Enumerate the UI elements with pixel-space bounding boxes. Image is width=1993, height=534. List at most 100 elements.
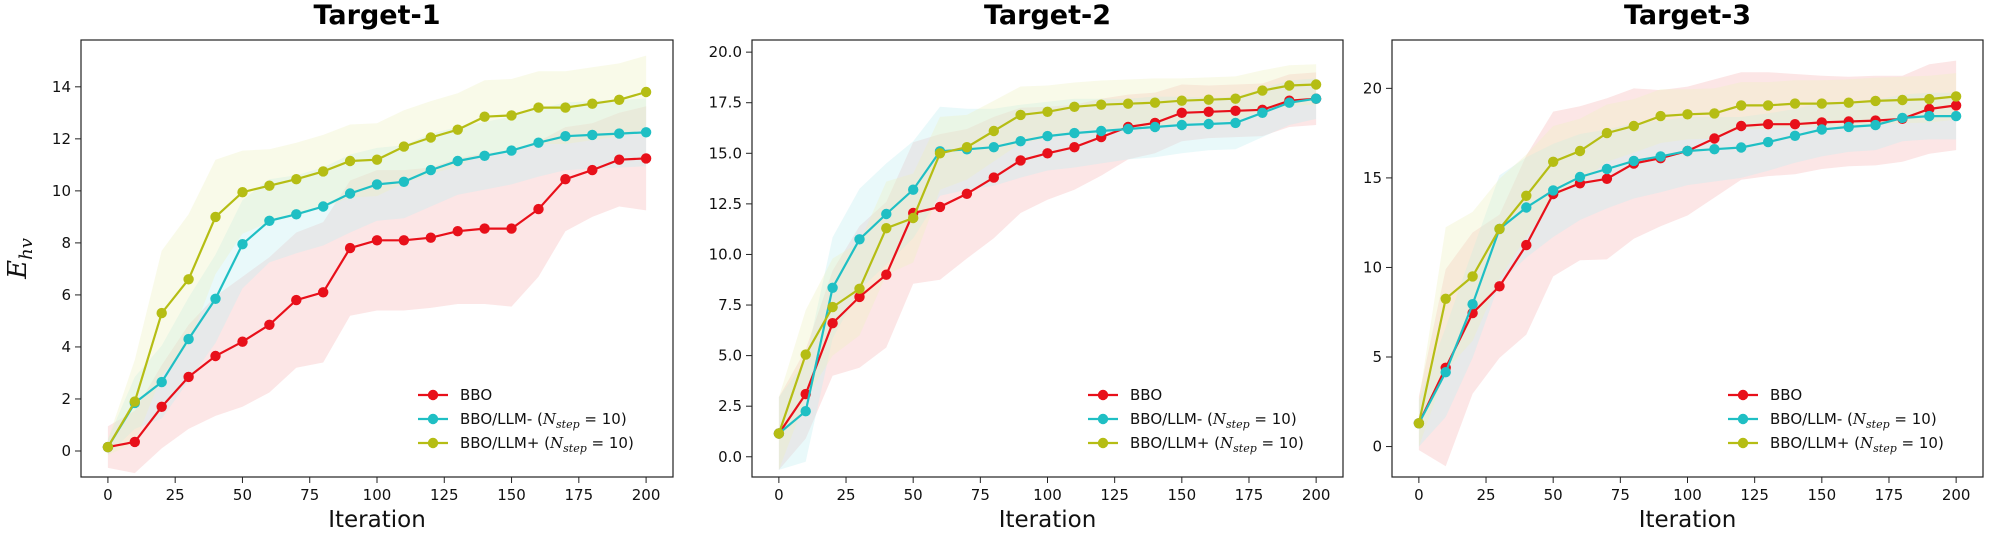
data-point (1601, 163, 1613, 175)
data-point (1950, 110, 1962, 122)
data-point (560, 102, 571, 113)
x-tick-label: 0 (1414, 486, 1424, 504)
data-point (210, 293, 221, 304)
data-point (129, 436, 140, 448)
chart-title: Target-2 (984, 0, 1111, 31)
data-point (1069, 127, 1080, 139)
data-point (1284, 80, 1295, 91)
data-point (398, 141, 410, 152)
x-tick-label: 125 (1100, 486, 1129, 504)
data-point (1950, 91, 1962, 102)
plot-area (102, 55, 652, 474)
data-point (587, 129, 598, 141)
x-tick-label: 0 (103, 486, 113, 504)
x-tick-label: 50 (904, 486, 923, 504)
data-point (614, 128, 625, 139)
x-tick-label: 25 (166, 486, 185, 504)
x-tick-label: 125 (430, 486, 459, 504)
data-point (1736, 120, 1747, 132)
data-point (291, 209, 302, 220)
legend-label: BBO (1770, 386, 1802, 404)
data-point (827, 301, 838, 313)
x-axis-label: Iteration (328, 507, 426, 533)
legend-label: BBO (1130, 386, 1162, 404)
y-tick-label: 6 (61, 286, 71, 304)
legend-label: BBO/LLM- (Nstep = 10) (460, 410, 627, 431)
y-axis-label: Ehv (3, 238, 37, 280)
data-point (344, 155, 356, 167)
data-point (183, 333, 194, 345)
data-point (1897, 94, 1908, 106)
data-point (800, 406, 811, 417)
data-point (264, 319, 275, 330)
data-point (961, 142, 973, 153)
data-point (1655, 151, 1666, 162)
data-point (237, 239, 248, 250)
legend-label: BBO/LLM+ (Nstep = 10) (1130, 434, 1304, 455)
y-tick-label: 15 (1363, 169, 1382, 187)
data-point (773, 428, 785, 439)
x-tick-label: 175 (564, 486, 593, 504)
data-point (1440, 367, 1451, 378)
data-point (156, 376, 167, 388)
data-point (640, 86, 652, 98)
data-point (398, 176, 410, 187)
data-point (934, 148, 946, 159)
data-point (1230, 105, 1241, 117)
data-point (291, 294, 302, 306)
y-tick-label: 5 (1372, 348, 1382, 366)
x-tick-label: 75 (971, 486, 990, 504)
data-point (1789, 130, 1801, 141)
data-point (988, 172, 999, 183)
legend-label: BBO/LLM- (Nstep = 10) (1770, 410, 1937, 431)
legend-label: BBO/LLM+ (Nstep = 10) (460, 434, 634, 455)
legend-marker (1737, 389, 1749, 401)
data-point (318, 287, 329, 298)
data-point (452, 226, 463, 237)
data-point (129, 396, 140, 407)
data-point (1682, 145, 1693, 157)
confidence-band (778, 72, 1317, 470)
y-tick-label: 0 (61, 442, 71, 460)
data-point (533, 137, 544, 148)
data-point (533, 203, 544, 215)
chart-panel-2: Target-2 0 25 50 75 100 125 150 175 200 0.0 2.5 5.0 7… (709, 0, 1344, 533)
data-point (1467, 271, 1478, 282)
data-point (425, 232, 436, 243)
data-point (1843, 121, 1854, 133)
x-tick-label: 150 (497, 486, 526, 504)
data-point (1628, 155, 1640, 167)
chart-panel-3: Target-3 0 25 50 75 100 125 150 175 200 0 5 10 15 20 It… (1363, 0, 1984, 533)
y-tick-label: 5.0 (718, 347, 742, 365)
data-point (210, 211, 221, 223)
legend-marker (1097, 437, 1109, 449)
data-point (1950, 100, 1962, 111)
data-point (1682, 109, 1693, 120)
data-point (1015, 155, 1026, 166)
data-point (344, 188, 356, 199)
legend-marker (1097, 389, 1109, 401)
x-tick-label: 50 (1544, 486, 1563, 504)
confidence-band (107, 55, 647, 455)
data-point (614, 94, 625, 106)
data-point (291, 174, 302, 185)
y-tick-label: 12.5 (709, 195, 742, 213)
data-point (1601, 127, 1613, 139)
data-point (1203, 94, 1214, 105)
y-tick-label: 0 (1372, 438, 1382, 456)
data-point (1521, 239, 1532, 251)
data-point (452, 124, 463, 135)
legend-marker (1737, 437, 1749, 449)
data-point (854, 234, 865, 245)
data-point (506, 145, 517, 156)
data-point (264, 215, 275, 226)
y-tick-label: 20 (1363, 79, 1382, 97)
data-point (1310, 79, 1322, 90)
data-point (854, 291, 865, 303)
data-point (1176, 95, 1188, 106)
x-axis-label: Iteration (999, 507, 1097, 533)
data-point (156, 401, 167, 412)
data-point (1709, 144, 1720, 155)
data-point (1230, 93, 1241, 104)
